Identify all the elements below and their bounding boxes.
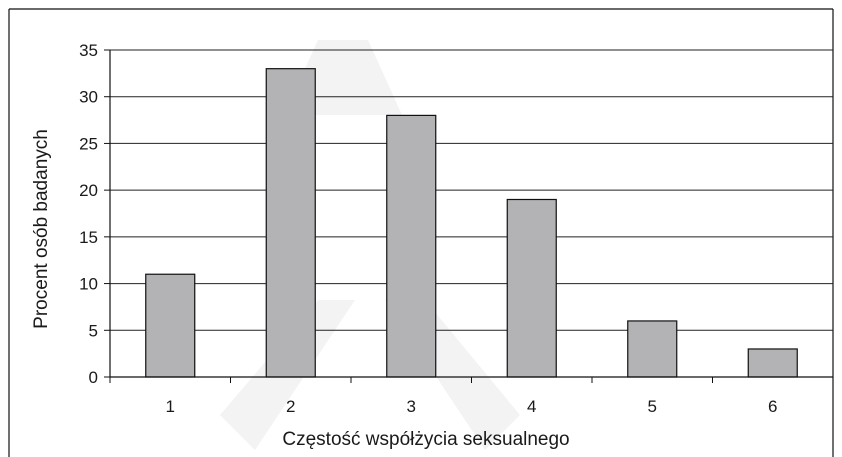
y-tick-label-15: 15 — [79, 228, 98, 247]
bar-4 — [506, 198, 557, 378]
bar-1 — [145, 273, 196, 378]
y-tick-label-10: 10 — [79, 275, 98, 294]
x-tick-label-2: 2 — [286, 397, 295, 416]
x-tick-label-6: 6 — [768, 397, 777, 416]
bar-3 — [386, 114, 437, 378]
bar-6 — [747, 348, 798, 378]
y-tick-label-0: 0 — [89, 368, 98, 387]
x-tick-label-1: 1 — [166, 397, 175, 416]
bar-2 — [265, 68, 316, 378]
bar-5 — [627, 320, 678, 378]
x-tick-label-4: 4 — [527, 397, 536, 416]
gridlines — [110, 49, 833, 331]
watermark-logo — [220, 40, 520, 450]
y-tick-label-5: 5 — [89, 321, 98, 340]
x-axis-title: Częstość współżycia seksualnego — [282, 429, 569, 450]
x-tick-label-3: 3 — [407, 397, 416, 416]
y-tick-label-35: 35 — [79, 41, 98, 60]
y-tick-label-20: 20 — [79, 181, 98, 200]
y-tick-label-25: 25 — [79, 134, 98, 153]
y-axis-title: Procent osób badanych — [31, 129, 52, 329]
y-tick-label-30: 30 — [79, 88, 98, 107]
axes — [104, 49, 834, 383]
x-tick-label-5: 5 — [648, 397, 657, 416]
tick-labels: 0 5 10 15 20 25 30 35 1 2 3 4 5 6 — [79, 41, 777, 416]
